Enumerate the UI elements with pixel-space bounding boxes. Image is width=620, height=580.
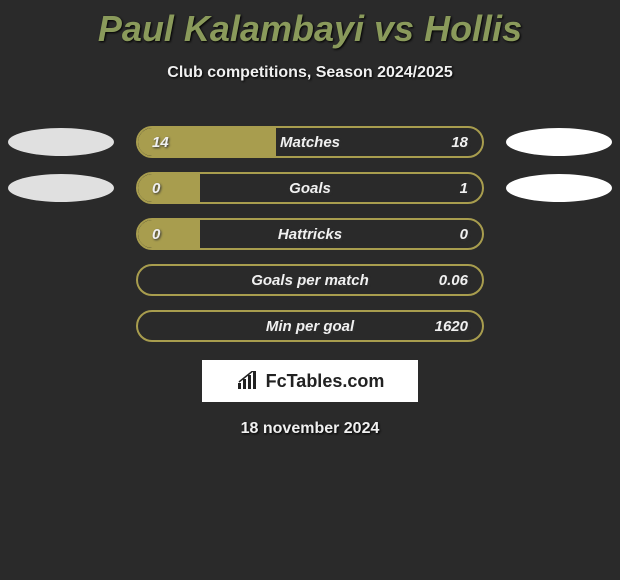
player-right-indicator xyxy=(506,128,612,156)
brand-badge: FcTables.com xyxy=(202,360,418,402)
stat-row: 14 Matches 18 xyxy=(0,126,620,158)
bar-fill-left xyxy=(138,174,200,202)
stat-label: Hattricks xyxy=(278,226,342,243)
stat-row: Min per goal 1620 xyxy=(0,310,620,342)
stat-bar: 0 Goals 1 xyxy=(136,172,484,204)
stat-value-right: 0.06 xyxy=(439,272,468,289)
stat-row: 0 Hattricks 0 xyxy=(0,218,620,250)
stats-section: 14 Matches 18 0 Goals 1 0 Hattricks 0 Goals per m… xyxy=(0,126,620,342)
stat-value-right: 1620 xyxy=(435,318,468,335)
stat-bar: Goals per match 0.06 xyxy=(136,264,484,296)
brand-text: FcTables.com xyxy=(266,371,385,392)
stat-bar: 14 Matches 18 xyxy=(136,126,484,158)
stat-value-right: 18 xyxy=(451,134,468,151)
player-right-indicator xyxy=(506,174,612,202)
stat-value-right: 0 xyxy=(460,226,468,243)
comparison-title: Paul Kalambayi vs Hollis xyxy=(0,0,620,50)
stat-row: 0 Goals 1 xyxy=(0,172,620,204)
stat-bar: 0 Hattricks 0 xyxy=(136,218,484,250)
stat-value-left: 0 xyxy=(152,226,160,243)
date-label: 18 november 2024 xyxy=(0,420,620,438)
chart-icon xyxy=(236,371,260,391)
stat-bar: Min per goal 1620 xyxy=(136,310,484,342)
stat-value-right: 1 xyxy=(460,180,468,197)
stat-label: Matches xyxy=(280,134,340,151)
comparison-subtitle: Club competitions, Season 2024/2025 xyxy=(0,64,620,82)
stat-value-left: 14 xyxy=(152,134,169,151)
stat-value-left: 0 xyxy=(152,180,160,197)
player-left-indicator xyxy=(8,128,114,156)
stat-label: Min per goal xyxy=(266,318,354,335)
stat-label: Goals per match xyxy=(251,272,369,289)
player-left-indicator xyxy=(8,174,114,202)
stat-label: Goals xyxy=(289,180,331,197)
stat-row: Goals per match 0.06 xyxy=(0,264,620,296)
bar-fill-left xyxy=(138,220,200,248)
